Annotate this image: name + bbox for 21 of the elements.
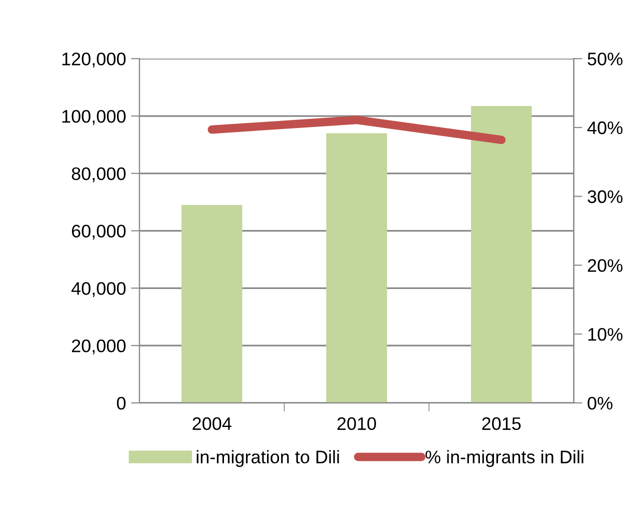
y-tick-label: 40,000 <box>71 282 126 298</box>
bar <box>326 133 388 403</box>
x-tick-label: 2004 <box>192 417 232 430</box>
y-tick-label: 0 <box>116 396 126 410</box>
y2-tick-label: 50% <box>588 52 622 66</box>
y2-tick-label: 40% <box>587 121 622 134</box>
x-tick-label: 2015 <box>482 417 521 430</box>
bar <box>181 204 242 403</box>
legend-label: % in-migrants in Dili <box>426 450 584 467</box>
y-tick-label: 100,000 <box>62 110 126 125</box>
y2-tick-label: 30% <box>588 190 622 204</box>
y-tick-label: 80,000 <box>72 167 126 182</box>
y2-tick-label: 10% <box>588 328 622 341</box>
bar <box>470 106 532 403</box>
legend-label: in-migration to Dili <box>196 450 339 467</box>
y2-tick-label: 20% <box>588 259 622 272</box>
y-tick-label: 20,000 <box>72 339 126 354</box>
y-tick-label: 120,000 <box>62 52 126 68</box>
y-tick-label: 60,000 <box>72 224 126 240</box>
y2-tick-label: 0% <box>588 396 612 410</box>
x-tick-label: 2010 <box>337 417 376 430</box>
